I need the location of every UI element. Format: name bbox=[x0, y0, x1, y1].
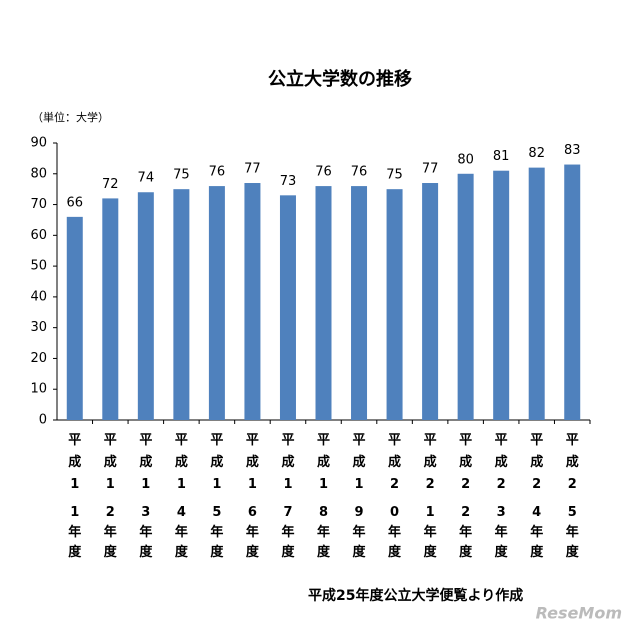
x-tick-label: 平成 1 6 年度 bbox=[246, 433, 260, 560]
y-tick-label: 20 bbox=[30, 351, 47, 366]
bar bbox=[244, 183, 261, 420]
bar bbox=[386, 189, 403, 420]
y-tick-label: 70 bbox=[30, 197, 47, 212]
data-label: 81 bbox=[493, 149, 510, 164]
bar bbox=[137, 192, 154, 420]
x-tick-label: 平成 1 2 年度 bbox=[104, 433, 118, 560]
y-tick-label: 50 bbox=[30, 259, 47, 274]
data-label: 77 bbox=[244, 162, 261, 177]
x-tick-label: 平成 1 5 年度 bbox=[210, 433, 224, 560]
bar bbox=[457, 173, 474, 420]
y-tick-label: 90 bbox=[30, 136, 47, 151]
x-tick-label: 平成 1 8 年度 bbox=[317, 433, 331, 560]
x-tick-label: 平成 1 7 年度 bbox=[281, 433, 295, 560]
x-tick-label: 平成 1 4 年度 bbox=[175, 433, 189, 560]
y-tick-label: 10 bbox=[30, 382, 47, 397]
bar bbox=[422, 183, 439, 420]
y-tick-label: 80 bbox=[30, 166, 47, 181]
data-label: 76 bbox=[351, 165, 368, 180]
x-tick-label: 平成 2 2 年度 bbox=[459, 433, 473, 560]
y-tick-label: 60 bbox=[30, 228, 47, 243]
data-label: 72 bbox=[102, 177, 119, 192]
watermark: ReseMom bbox=[536, 604, 622, 623]
bar bbox=[528, 167, 545, 420]
x-tick-label: 平成 2 1 年度 bbox=[424, 433, 438, 560]
y-tick-label: 40 bbox=[30, 289, 47, 304]
data-label: 82 bbox=[528, 146, 545, 161]
data-label: 83 bbox=[564, 143, 581, 158]
data-label: 75 bbox=[386, 168, 403, 183]
bar bbox=[351, 186, 368, 420]
x-tick-label: 平成 2 5 年度 bbox=[566, 433, 580, 560]
bar bbox=[208, 186, 225, 420]
data-label: 73 bbox=[280, 174, 297, 189]
x-tick-label: 平成 1 3 年度 bbox=[139, 433, 153, 560]
y-tick-label: 0 bbox=[39, 413, 47, 428]
bar bbox=[102, 198, 119, 420]
data-label: 66 bbox=[66, 195, 83, 210]
bar bbox=[564, 164, 581, 420]
x-tick-label: 平成 2 3 年度 bbox=[495, 433, 509, 560]
source-note: 平成25年度公立大学便覧より作成 bbox=[308, 587, 523, 604]
bar bbox=[66, 216, 83, 420]
unit-label: （単位：大学） bbox=[32, 110, 109, 124]
data-label: 76 bbox=[209, 165, 226, 180]
bar bbox=[315, 186, 332, 420]
data-label: 74 bbox=[138, 171, 155, 186]
data-label: 77 bbox=[422, 162, 439, 177]
x-tick-label: 平成 2 0 年度 bbox=[388, 433, 402, 560]
bar bbox=[493, 170, 510, 420]
bar bbox=[279, 195, 296, 420]
data-label: 75 bbox=[173, 168, 190, 183]
data-label: 76 bbox=[315, 165, 332, 180]
x-tick-label: 平成 2 4 年度 bbox=[530, 433, 544, 560]
y-tick-label: 30 bbox=[30, 320, 47, 335]
bar bbox=[173, 189, 190, 420]
x-tick-label: 平成 1 9 年度 bbox=[353, 433, 367, 560]
chart-title: 公立大学数の推移 bbox=[268, 68, 412, 90]
data-label: 80 bbox=[457, 152, 474, 167]
x-tick-label: 平成 1 1 年度 bbox=[68, 433, 82, 560]
